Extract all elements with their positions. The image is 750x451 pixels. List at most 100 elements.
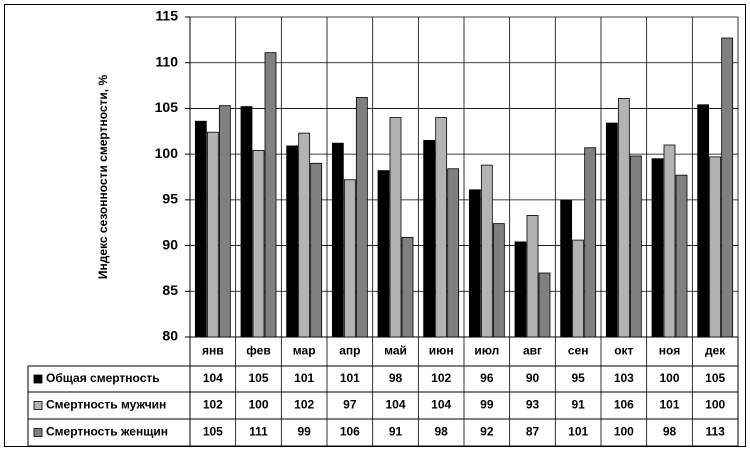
y-tick-label: 85 bbox=[162, 282, 178, 298]
bar bbox=[651, 158, 664, 338]
bar bbox=[343, 179, 356, 338]
bar bbox=[401, 236, 414, 338]
table-value: 103 bbox=[614, 371, 634, 385]
table-value: 100 bbox=[614, 425, 634, 439]
bar bbox=[218, 105, 231, 338]
table-value: 98 bbox=[389, 371, 403, 385]
bar bbox=[721, 37, 734, 338]
bar bbox=[709, 156, 722, 338]
bar bbox=[206, 131, 219, 338]
bar bbox=[435, 117, 448, 338]
table-value: 106 bbox=[614, 398, 634, 412]
bar bbox=[355, 97, 368, 338]
table-value: 105 bbox=[248, 371, 268, 385]
bar bbox=[675, 174, 688, 338]
bar bbox=[584, 147, 597, 338]
bar bbox=[423, 140, 436, 338]
table-value: 102 bbox=[431, 371, 451, 385]
table-value: 97 bbox=[343, 398, 357, 412]
bar bbox=[480, 164, 493, 338]
x-tick-label: ноя bbox=[659, 344, 680, 358]
table-value: 101 bbox=[294, 371, 314, 385]
table-value: 100 bbox=[659, 371, 679, 385]
y-tick-label: 95 bbox=[162, 191, 178, 207]
table-value: 101 bbox=[340, 371, 360, 385]
bar bbox=[605, 122, 618, 338]
bar bbox=[331, 142, 344, 338]
bar bbox=[298, 132, 311, 338]
bar bbox=[629, 155, 642, 338]
bar bbox=[389, 117, 402, 338]
bar bbox=[560, 199, 573, 338]
table-value: 93 bbox=[526, 398, 540, 412]
x-tick-label: июн bbox=[429, 344, 454, 358]
table-value: 101 bbox=[659, 398, 679, 412]
table-value: 100 bbox=[705, 398, 725, 412]
bar bbox=[447, 168, 460, 338]
x-tick-label: апр bbox=[339, 344, 360, 358]
table-value: 98 bbox=[434, 425, 448, 439]
x-tick-label: янв bbox=[202, 344, 224, 358]
x-tick-label: май bbox=[384, 344, 407, 358]
bar bbox=[310, 162, 323, 338]
table-value: 100 bbox=[248, 398, 268, 412]
x-tick-label: авг bbox=[523, 344, 542, 358]
x-tick-label: сен bbox=[568, 344, 589, 358]
bar bbox=[697, 104, 710, 338]
table-value: 91 bbox=[571, 398, 585, 412]
x-tick-label: окт bbox=[614, 344, 633, 358]
table-value: 91 bbox=[389, 425, 403, 439]
legend-key bbox=[33, 428, 43, 437]
table-value: 99 bbox=[480, 398, 494, 412]
table-value: 104 bbox=[385, 398, 405, 412]
table-value: 113 bbox=[705, 425, 725, 439]
x-tick-label: дек bbox=[705, 344, 726, 358]
bar bbox=[538, 272, 551, 338]
legend-label: Смертность женщин bbox=[46, 425, 168, 439]
table-value: 105 bbox=[705, 371, 725, 385]
table-value: 92 bbox=[480, 425, 494, 439]
table-value: 99 bbox=[297, 425, 311, 439]
y-tick-label: 80 bbox=[162, 328, 178, 344]
bar bbox=[663, 144, 676, 338]
table-value: 104 bbox=[203, 371, 223, 385]
legend-key bbox=[33, 401, 43, 410]
bar bbox=[514, 241, 527, 338]
x-tick-label: мар bbox=[293, 344, 316, 358]
table-value: 95 bbox=[571, 371, 585, 385]
table-value: 106 bbox=[340, 425, 360, 439]
table-value: 98 bbox=[663, 425, 677, 439]
table-value: 105 bbox=[203, 425, 223, 439]
bar bbox=[526, 214, 539, 338]
legend-label: Смертность мужчин bbox=[46, 398, 166, 412]
y-tick-label: 115 bbox=[155, 8, 178, 24]
bar bbox=[264, 52, 277, 338]
y-tick-label: 90 bbox=[162, 236, 178, 252]
table-value: 102 bbox=[203, 398, 223, 412]
x-tick-label: июл bbox=[474, 344, 499, 358]
table-value: 87 bbox=[526, 425, 540, 439]
bar bbox=[617, 97, 630, 338]
bar bbox=[572, 239, 585, 338]
bar bbox=[286, 145, 299, 338]
y-tick-label: 110 bbox=[155, 53, 178, 69]
table-value: 96 bbox=[480, 371, 494, 385]
x-tick-label: фев bbox=[246, 344, 270, 358]
table-value: 111 bbox=[249, 425, 268, 439]
bar bbox=[252, 150, 265, 338]
y-tick-label: 100 bbox=[155, 145, 179, 161]
table-value: 90 bbox=[526, 371, 540, 385]
y-tick-label: 105 bbox=[155, 99, 179, 115]
table-value: 102 bbox=[294, 398, 314, 412]
bar bbox=[240, 106, 253, 338]
bar bbox=[468, 189, 481, 338]
bar bbox=[377, 170, 390, 338]
bar bbox=[492, 223, 505, 338]
legend-label: Общая смертность bbox=[46, 371, 160, 385]
bar bbox=[194, 120, 207, 338]
legend-key bbox=[33, 374, 43, 384]
y-axis-title: Индекс сезонности смертности, % bbox=[96, 75, 110, 280]
table-value: 101 bbox=[568, 425, 588, 439]
table-value: 104 bbox=[431, 398, 451, 412]
